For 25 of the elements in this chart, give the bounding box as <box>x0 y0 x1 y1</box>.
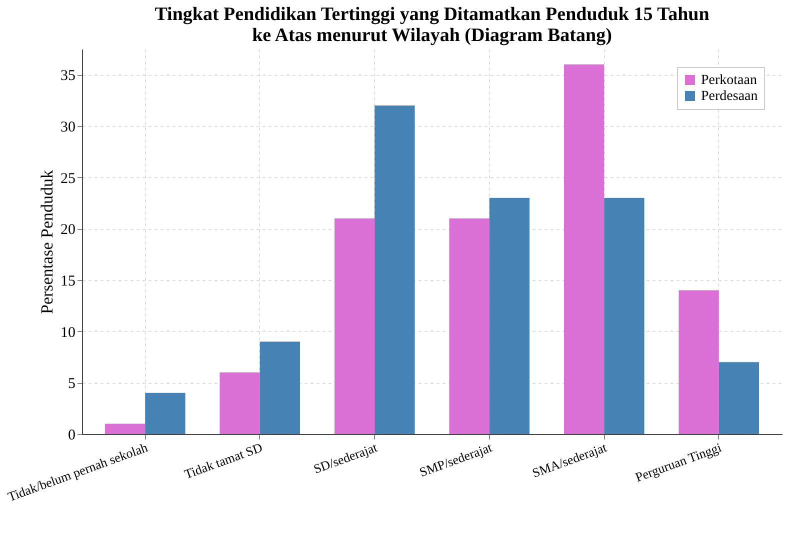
bar <box>145 392 186 434</box>
bar <box>718 362 760 434</box>
y-tick-label: 15 <box>60 274 76 290</box>
bar <box>678 290 719 434</box>
bar <box>220 372 260 434</box>
bar <box>604 198 644 434</box>
bar <box>334 218 375 434</box>
bar <box>449 218 490 434</box>
y-tick-label: 10 <box>60 324 76 341</box>
y-tick-label: 5 <box>68 376 76 392</box>
bar <box>489 198 530 434</box>
bar <box>374 105 415 434</box>
chart-title: Tingkat Pendidikan Tertinggi yang Ditamatkan Penduduk 15 Tahun ke Atas menurut Wilayah (Diagram Batang) <box>154 4 710 46</box>
y-tick-label: 20 <box>60 222 76 238</box>
y-tick-label: 0 <box>68 428 76 444</box>
y-axis-title: Persentase Penduduk <box>38 170 56 314</box>
y-tick-label: 25 <box>60 170 76 187</box>
legend-label: Perkotaan <box>701 73 757 88</box>
y-tick-label: 35 <box>60 68 76 84</box>
y-tick-label: 30 <box>60 120 76 136</box>
legend-label: Perdesaan <box>701 89 758 104</box>
bar <box>260 342 300 434</box>
x-tick-label: Tidak tamat SD <box>182 440 264 482</box>
bar <box>564 64 604 434</box>
bar <box>104 424 146 434</box>
